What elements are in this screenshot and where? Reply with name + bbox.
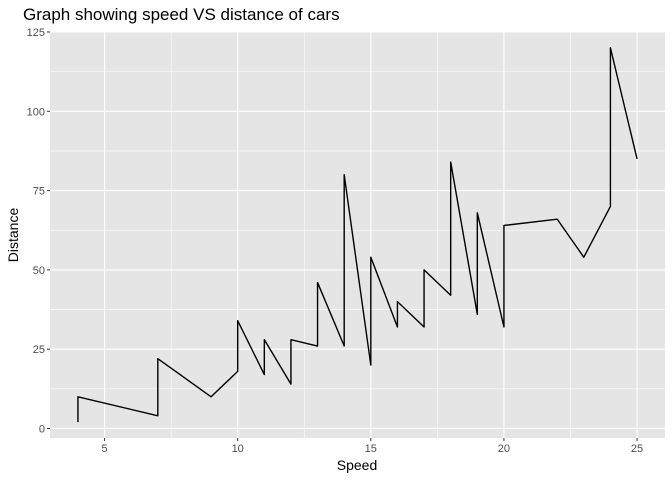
plot-panel <box>50 32 665 438</box>
y-tick-label: 0 <box>39 423 45 435</box>
minor-gridlines <box>50 32 665 438</box>
y-axis-title: Distance <box>5 208 21 263</box>
y-axis-ticks: 0 25 50 75 100 125 <box>27 27 50 435</box>
x-axis-ticks: 5 10 15 20 25 <box>102 438 643 455</box>
series-line <box>77 47 638 423</box>
x-tick-label: 10 <box>232 443 244 455</box>
x-tick-label: 25 <box>631 443 643 455</box>
x-axis-title: Speed <box>337 457 377 473</box>
x-tick-label: 5 <box>102 443 108 455</box>
x-tick-label: 20 <box>498 443 510 455</box>
chart-title: Graph showing speed VS distance of cars <box>23 5 340 24</box>
y-tick-label: 25 <box>33 344 45 356</box>
y-tick-label: 75 <box>33 186 45 198</box>
x-tick-label: 15 <box>365 443 377 455</box>
y-tick-label: 50 <box>33 265 45 277</box>
y-tick-label: 125 <box>27 27 45 39</box>
y-tick-label: 100 <box>27 106 45 118</box>
